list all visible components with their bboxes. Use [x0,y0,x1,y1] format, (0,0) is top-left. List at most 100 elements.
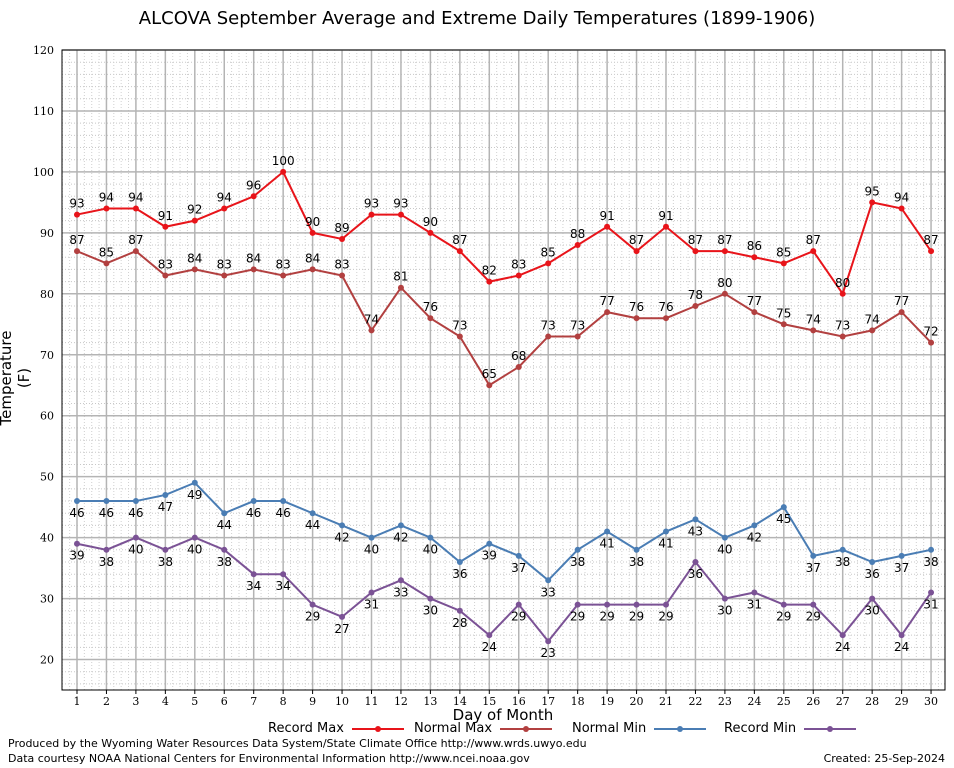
data-label-normal-min: 36 [452,567,467,581]
data-label-normal-max: 75 [776,306,791,320]
data-point-record-max [545,260,552,267]
data-label-normal-max: 73 [835,318,850,332]
data-label-record-min: 30 [423,604,438,618]
data-label-normal-min: 38 [923,555,938,569]
series-line-normal-min [77,481,932,582]
data-label-normal-max: 85 [99,245,114,259]
legend-label-normal-min: Normal Min [572,721,647,736]
data-point-normal-min [545,577,552,584]
x-tick-label: 12 [394,695,408,708]
data-point-record-max [839,290,846,297]
data-label-record-max: 87 [629,233,644,247]
data-point-record-min [810,601,817,608]
data-label-normal-min: 41 [658,537,673,551]
data-label-normal-max: 77 [599,294,614,308]
data-point-normal-min [397,522,404,529]
data-label-normal-min: 37 [511,561,526,575]
data-label-normal-max: 84 [187,251,202,265]
data-point-record-min [456,607,463,614]
data-point-normal-min [456,559,463,565]
data-label-record-max: 88 [570,227,585,241]
x-tick-label: 6 [221,695,228,708]
data-label-record-max: 100 [272,154,295,168]
data-point-normal-max [191,266,198,273]
legend-item-record-min: Record Min [724,721,858,736]
data-point-record-min [515,601,522,608]
data-label-normal-min: 33 [541,585,556,599]
data-label-normal-min: 46 [128,506,143,520]
x-tick-label: 9 [309,695,316,708]
data-label-normal-min: 41 [599,537,614,551]
data-label-normal-max: 87 [128,233,143,247]
x-tick-label: 23 [718,695,732,708]
y-tick-label: 30 [40,593,54,606]
legend-item-normal-max: Normal Max [414,721,554,736]
y-tick-label: 110 [33,105,54,118]
data-label-normal-min: 45 [776,512,791,526]
data-label-record-max: 82 [482,264,497,278]
data-point-normal-max [869,327,876,334]
legend-swatch-normal-max [500,725,553,732]
data-label-record-min: 31 [923,597,938,611]
y-tick-label: 20 [40,654,54,667]
data-label-record-max: 85 [776,245,791,259]
data-point-record-min [663,601,669,608]
data-label-record-min: 30 [865,604,880,618]
data-point-record-min [368,589,375,596]
data-label-record-min: 24 [835,640,850,654]
data-label-record-max: 93 [364,197,379,211]
data-point-record-min [574,601,581,608]
data-label-normal-min: 40 [364,543,379,557]
data-point-record-min [869,595,876,602]
data-label-record-min: 29 [305,610,320,624]
data-point-normal-max [132,248,139,255]
legend-label-record-max: Record Max [268,721,344,736]
data-label-normal-min: 37 [894,561,909,575]
legend-item-normal-min: Normal Min [572,721,708,736]
legend-swatch-normal-min [654,725,707,732]
legend-label-record-min: Record Min [724,721,797,736]
data-point-normal-min [898,552,905,559]
data-point-normal-min [250,498,257,505]
data-point-normal-max [604,309,611,316]
data-label-normal-min: 38 [570,555,585,569]
credit-produced-by: Produced by the Wyoming Water Resources … [8,737,587,750]
data-point-record-max [574,242,581,249]
data-label-normal-max: 81 [393,270,408,284]
data-label-normal-max: 77 [747,294,762,308]
data-point-normal-min [486,540,493,547]
data-label-normal-min: 42 [334,530,349,544]
data-label-record-min: 40 [187,543,202,557]
data-label-record-max: 87 [717,233,732,247]
data-point-record-max [132,205,139,212]
x-axis-label: Day of Month [452,706,554,724]
data-point-record-min [280,571,287,578]
x-tick-label: 7 [250,695,257,708]
data-point-normal-min [221,510,228,517]
data-label-record-max: 91 [658,209,673,223]
data-point-normal-min [780,504,787,511]
data-point-normal-max [456,333,463,340]
data-point-record-max [898,205,905,212]
data-point-record-max [780,260,787,267]
data-point-normal-min [721,534,728,541]
data-label-record-min: 29 [629,610,644,624]
data-label-normal-min: 43 [688,524,703,538]
y-tick-label: 100 [33,166,54,179]
data-point-normal-min [751,522,758,529]
data-point-record-max [928,248,935,255]
data-point-normal-max [898,309,905,316]
data-label-normal-max: 84 [246,251,261,265]
data-label-normal-max: 74 [806,312,821,326]
data-point-record-min [74,540,80,547]
x-tick-label: 3 [132,695,139,708]
data-label-normal-min: 38 [835,555,850,569]
x-tick-label: 1 [74,695,81,708]
data-label-normal-max: 83 [334,258,349,272]
data-label-record-max: 86 [747,239,762,253]
data-label-record-min: 24 [482,640,497,654]
data-point-record-max [810,248,817,255]
data-point-record-min [928,589,935,596]
data-point-record-max [604,223,611,230]
data-point-record-max [751,254,758,261]
